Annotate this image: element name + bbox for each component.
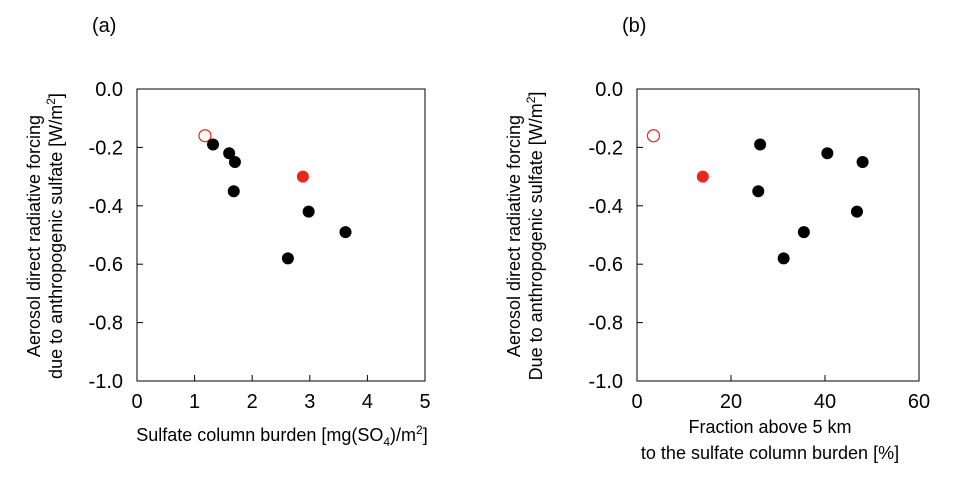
- panel-b-x-ticks: 0 20 40 60: [631, 375, 930, 413]
- panel-a-y-tick-label: -1.0: [89, 371, 123, 393]
- panel-b-y-label-line1: Aerosol direct radiative forcing: [504, 115, 524, 357]
- panel-a-x-ticks: 0 1 2 3 4 5: [131, 375, 431, 413]
- panel-a-y-ticks: 0.0 -0.2 -0.4 -0.6 -0.8 -1.0: [89, 79, 143, 393]
- panel-b-y-tick-label: -1.0: [589, 371, 623, 393]
- panel-b-x-tick-label: 20: [720, 391, 742, 413]
- data-point-open: [646, 129, 661, 143]
- data-point: [696, 170, 709, 183]
- panel-b-x-tick-label: 60: [908, 391, 930, 413]
- panel-a-x-tick-label: 3: [304, 391, 315, 413]
- data-point: [228, 156, 241, 168]
- data-point: [281, 252, 294, 265]
- panel-a-y-tick-label: -0.2: [89, 137, 123, 159]
- data-point: [797, 226, 810, 239]
- data-point: [227, 185, 240, 198]
- data-point: [777, 252, 790, 265]
- panel-b: (b) 0.0 -0.2 -0.4 -0.6 -0.8 -1.0 0 20 40 60 Aero…: [504, 15, 930, 463]
- panel-b-y-tick-label: -0.8: [589, 313, 623, 335]
- data-point: [207, 138, 220, 151]
- panel-b-x-label-line2: to the sulfate column burden [%]: [641, 443, 899, 463]
- panel-a-y-tick-label: 0.0: [95, 79, 123, 101]
- panel-b-label: (b): [622, 15, 646, 37]
- panel-a: (a) 0.0 -0.2 -0.4 -0.6 -0.8 -1.0 0 1 2 3 4 5 Aeros…: [24, 15, 431, 449]
- panel-b-y-tick-label: -0.2: [589, 137, 623, 159]
- panel-a-y-tick-label: -0.4: [89, 196, 123, 218]
- panel-a-x-tick-label: 4: [362, 391, 373, 413]
- panel-a-x-tick-label: 5: [419, 391, 430, 413]
- panel-a-y-label-line1: Aerosol direct radiative forcing: [24, 115, 44, 357]
- data-point: [856, 156, 869, 168]
- panel-a-x-label: Sulfate column burden [mg(SO4)/m2]: [136, 423, 428, 449]
- panel-a-x-tick-label: 0: [131, 391, 142, 413]
- panel-a-points: [198, 129, 352, 265]
- panel-a-plot-frame: [136, 88, 426, 382]
- data-point: [850, 205, 863, 218]
- panel-b-x-tick-label: 0: [631, 391, 642, 413]
- data-point: [339, 226, 352, 239]
- panel-b-y-tick-label: 0.0: [595, 79, 623, 101]
- panel-b-y-tick-label: -0.4: [589, 196, 623, 218]
- panel-b-y-ticks: 0.0 -0.2 -0.4 -0.6 -0.8 -1.0: [589, 79, 643, 393]
- panel-a-y-tick-label: -0.6: [89, 254, 123, 276]
- data-point: [296, 170, 309, 183]
- data-point: [302, 205, 315, 218]
- panel-a-y-tick-label: -0.8: [89, 313, 123, 335]
- panel-b-y-tick-label: -0.6: [589, 254, 623, 276]
- data-point: [754, 138, 767, 151]
- panel-b-plot-frame: [636, 88, 920, 382]
- panel-a-label: (a): [92, 15, 116, 37]
- panel-a-y-label-line2: due to anthropogenic sulfate [W/m2]: [44, 93, 66, 379]
- panel-a-x-tick-label: 2: [247, 391, 258, 413]
- panel-b-y-label-line2: Due to anthropogenic sulfate [W/m2]: [524, 92, 546, 381]
- panel-b-x-label-line1: Fraction above 5 km: [688, 417, 851, 437]
- panel-b-points: [646, 129, 869, 265]
- data-point: [223, 147, 236, 160]
- data-point: [752, 185, 765, 198]
- data-point: [821, 147, 834, 160]
- panel-b-x-tick-label: 40: [814, 391, 836, 413]
- panel-a-x-tick-label: 1: [189, 391, 200, 413]
- data-point-open: [198, 129, 212, 143]
